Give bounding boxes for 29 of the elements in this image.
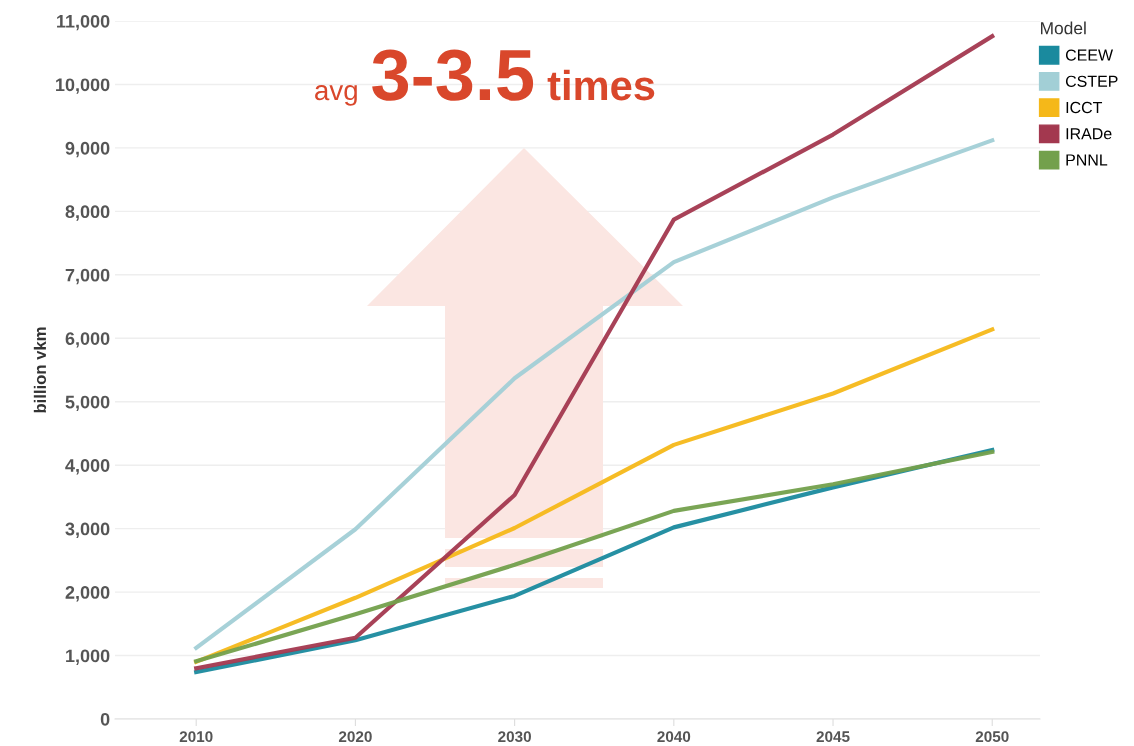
x-tick-label: 2045 [816,731,850,743]
y-axis-title: billion vkm [33,327,47,413]
x-tick-label: 2020 [338,731,372,743]
legend-label: IRADe [1066,128,1112,140]
y-tick-label: 11,000 [57,14,110,31]
y-tick-label: 9,000 [65,141,110,158]
y-tick-label: 0 [100,712,110,726]
y-tick-label: 2,000 [65,586,110,602]
y-tick-label: 1,000 [66,649,110,665]
legend-title: Model [1041,21,1086,35]
y-tick-label: 6,000 [65,332,110,348]
x-tick-label: 2010 [179,731,213,743]
line-series [194,327,995,664]
legend-label: ICCT [1066,101,1103,114]
annotation: avg 3-3.5 times [315,49,655,106]
y-tick-label: 4,000 [65,459,110,475]
legend-label: CSTEP [1065,75,1118,87]
y-tick-label: 7,000 [65,268,110,285]
x-tick-label: 2050 [975,731,1009,743]
x-tick-label: 2040 [657,731,691,743]
line-series [194,34,995,671]
y-tick-label: 8,000 [65,205,110,221]
y-tick-label: 10,000 [56,78,110,94]
x-tick-label: 2030 [498,731,531,743]
legend-label: CEEW [1065,49,1113,61]
line-series [194,138,995,651]
legend-label: PNNL [1066,154,1108,166]
y-tick-label: 3,000 [65,522,110,538]
y-tick-label: 5,000 [65,395,110,412]
